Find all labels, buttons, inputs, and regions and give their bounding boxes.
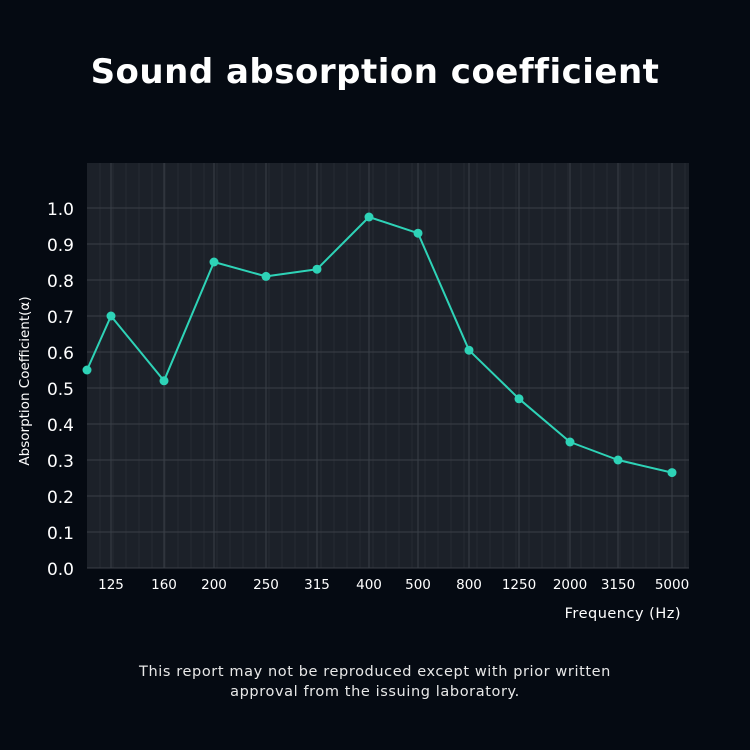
- x-tick-label: 5000: [655, 577, 689, 593]
- data-point: [613, 455, 623, 465]
- data-point: [159, 376, 169, 386]
- y-axis-label: Absorption Coefficient(α): [17, 296, 33, 465]
- y-tick-label: 0.1: [47, 524, 74, 544]
- y-tick-label: 0.6: [47, 344, 74, 364]
- x-tick-label: 125: [98, 577, 124, 593]
- x-tick-label: 2000: [553, 577, 587, 593]
- data-point: [82, 365, 92, 375]
- data-point: [464, 345, 474, 355]
- data-point: [209, 257, 219, 267]
- disclaimer-line-1: This report may not be reproduced except…: [139, 664, 611, 680]
- data-point: [312, 264, 322, 274]
- x-tick-label: 400: [356, 577, 382, 593]
- data-point: [565, 437, 575, 447]
- x-axis-label: Frequency (Hz): [565, 606, 681, 622]
- y-tick-label: 0.3: [47, 452, 74, 472]
- x-tick-label: 800: [456, 577, 482, 593]
- y-tick-label: 0.0: [47, 560, 74, 580]
- data-point: [667, 468, 677, 478]
- y-tick-label: 0.8: [47, 272, 74, 292]
- data-point: [514, 394, 524, 404]
- x-tick-label: 250: [253, 577, 279, 593]
- y-tick-label: 0.7: [47, 308, 74, 328]
- y-tick-label: 0.2: [47, 488, 74, 508]
- chart-title: Sound absorption coefficient: [90, 52, 660, 92]
- x-tick-label: 160: [151, 577, 177, 593]
- x-tick-label: 500: [405, 577, 431, 593]
- x-tick-label: 315: [304, 577, 330, 593]
- plot-area: [87, 163, 689, 568]
- y-tick-label: 0.4: [47, 416, 74, 436]
- data-point: [106, 311, 116, 321]
- x-tick-label: 1250: [502, 577, 536, 593]
- data-point: [413, 228, 423, 238]
- y-tick-label: 1.0: [47, 200, 74, 220]
- data-point: [261, 271, 271, 281]
- disclaimer-line-2: approval from the issuing laboratory.: [230, 684, 520, 700]
- y-tick-label: 0.5: [47, 380, 74, 400]
- x-tick-label: 200: [201, 577, 227, 593]
- disclaimer-note: This report may not be reproduced except…: [0, 662, 750, 702]
- data-point: [364, 212, 374, 222]
- x-tick-label: 3150: [601, 577, 635, 593]
- y-tick-label: 0.9: [47, 236, 74, 256]
